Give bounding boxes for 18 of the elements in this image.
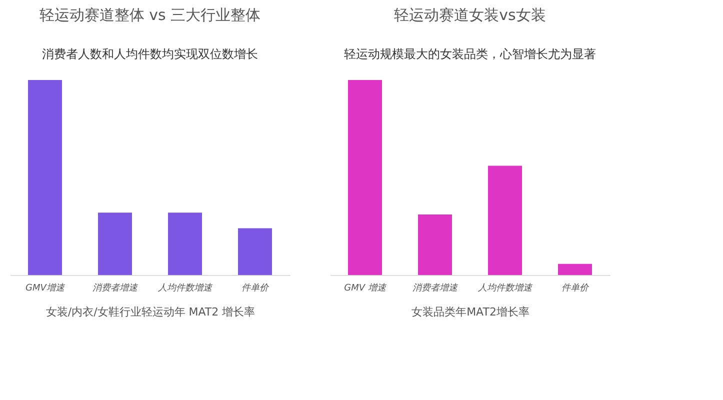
bar [418,214,452,275]
x-tick-label: 消费者增速 [412,282,458,294]
x-tick-label: 人均件数增速 [157,282,213,294]
x-tick-label: 件单价 [562,282,590,294]
bar [488,166,522,275]
x-axis-title: 女装/内衣/女鞋行业轻运动年 MAT2 增长率 [46,306,256,318]
x-tick-label: 件单价 [242,282,270,294]
chart-subtitle: 消费者人数和人均件数均实现双位数增长 [42,47,258,61]
bar [558,264,592,275]
chart-title: 轻运动赛道女装vs女装 [394,6,546,24]
bar [348,80,382,275]
chart-title: 轻运动赛道整体 vs 三大行业整体 [39,6,261,24]
x-tick-label: 人均件数增速 [477,282,533,294]
x-tick-label: GMV 增速 [344,282,387,294]
chart-subtitle: 轻运动规模最大的女装品类，心智增长尤为显著 [344,47,596,61]
x-tick-label: GMV增速 [26,282,66,294]
x-tick-label: 消费者增速 [92,282,138,294]
x-axis-title: 女装品类年MAT2增长率 [412,306,530,318]
